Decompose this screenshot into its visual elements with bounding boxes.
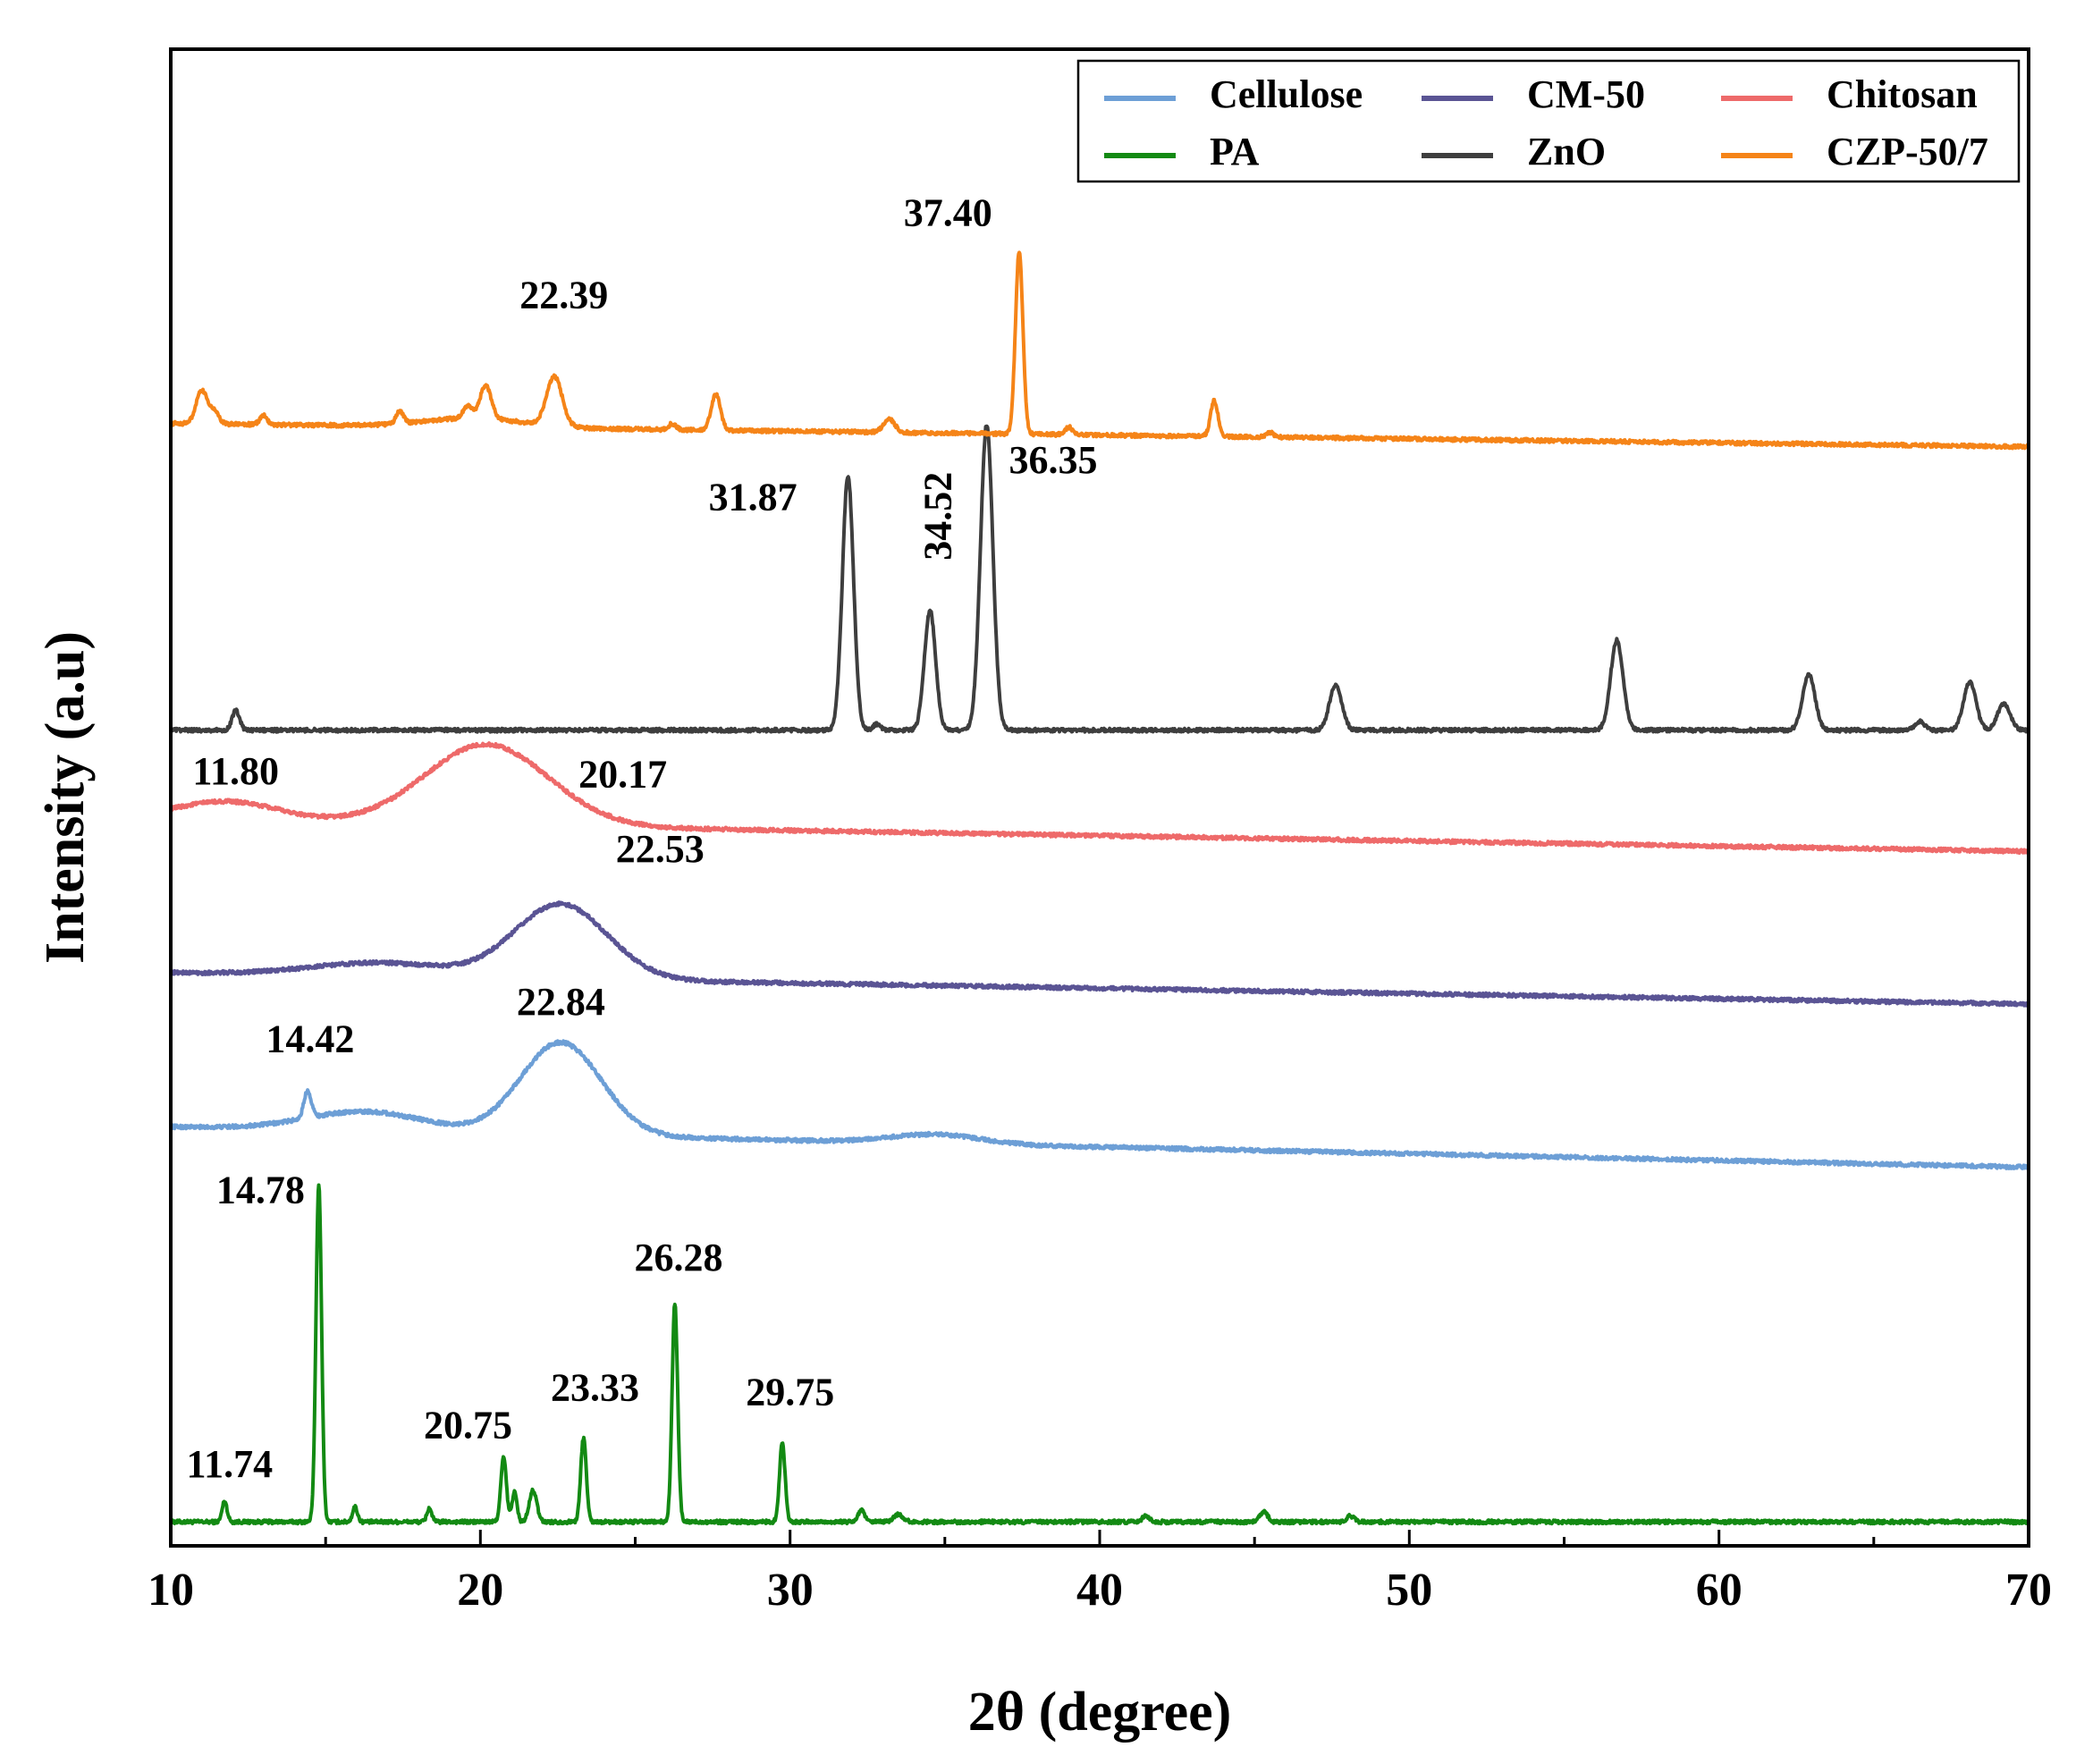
peak-label-czp-50-7-1: 37.40 bbox=[904, 191, 992, 235]
legend-label-pa: PA bbox=[1210, 130, 1260, 173]
legend-label-cellulose: Cellulose bbox=[1210, 72, 1363, 116]
x-tick-label-50: 50 bbox=[1386, 1565, 1432, 1616]
legend-items: Cellulose CM-50 Chitosan PA ZnO CZP-50/7 bbox=[1104, 72, 1988, 173]
peak-label-pa-4: 26.28 bbox=[635, 1236, 723, 1279]
legend-label-zno: ZnO bbox=[1527, 130, 1606, 173]
series-line-cellulose bbox=[169, 1039, 2030, 1170]
peak-label-pa-1: 14.78 bbox=[216, 1169, 305, 1212]
peak-label-pa-0: 11.74 bbox=[187, 1442, 274, 1486]
x-axis-ticks: 10 20 30 40 50 60 70 bbox=[148, 1530, 2052, 1616]
peak-label-chitosan-0: 11.80 bbox=[192, 749, 279, 793]
peak-label-pa-3: 23.33 bbox=[551, 1366, 639, 1410]
series-line-czp-50-7 bbox=[169, 250, 2030, 451]
x-tick-label-60: 60 bbox=[1696, 1565, 1743, 1616]
peak-label-czp-50-7-0: 22.39 bbox=[519, 274, 608, 317]
peak-label-layer: 11.74 14.78 20.75 23.33 26.28 29.75 14.42 22.84… bbox=[187, 191, 1098, 1487]
x-tick-label-30: 30 bbox=[767, 1565, 814, 1616]
series-line-zno bbox=[169, 424, 2030, 734]
y-axis-title: Intensity (a.u) bbox=[35, 631, 96, 964]
series-line-chitosan bbox=[169, 741, 2030, 856]
x-axis-title: 2θ (degree) bbox=[968, 1682, 1232, 1743]
legend: Cellulose CM-50 Chitosan PA ZnO CZP-50/7 bbox=[1076, 59, 2021, 183]
peak-label-zno-2: 36.35 bbox=[1009, 438, 1098, 482]
legend-label-chitosan: Chitosan bbox=[1827, 72, 1978, 116]
legend-label-czp-50-7: CZP-50/7 bbox=[1827, 130, 1988, 173]
peak-label-pa-2: 20.75 bbox=[424, 1403, 512, 1447]
x-tick-label-70: 70 bbox=[2005, 1565, 2052, 1616]
peak-label-chitosan-1: 20.17 bbox=[578, 752, 667, 796]
series-line-pa bbox=[169, 1183, 2030, 1526]
x-tick-label-10: 10 bbox=[148, 1565, 194, 1616]
peak-label-cellulose-1: 22.84 bbox=[517, 980, 605, 1024]
series-layer bbox=[169, 250, 2030, 1526]
peak-label-zno-0: 31.87 bbox=[709, 476, 797, 519]
x-tick-label-40: 40 bbox=[1076, 1565, 1123, 1616]
peak-label-cm-50-0: 22.53 bbox=[616, 827, 705, 871]
peak-label-pa-5: 29.75 bbox=[746, 1371, 834, 1414]
peak-label-cellulose-0: 14.42 bbox=[266, 1017, 354, 1061]
legend-box bbox=[1076, 59, 2021, 183]
legend-label-cm-50: CM-50 bbox=[1527, 72, 1645, 116]
series-line-cm-50 bbox=[169, 900, 2030, 1008]
x-tick-label-20: 20 bbox=[457, 1565, 503, 1616]
peak-label-zno-1: 34.52 bbox=[916, 472, 959, 561]
